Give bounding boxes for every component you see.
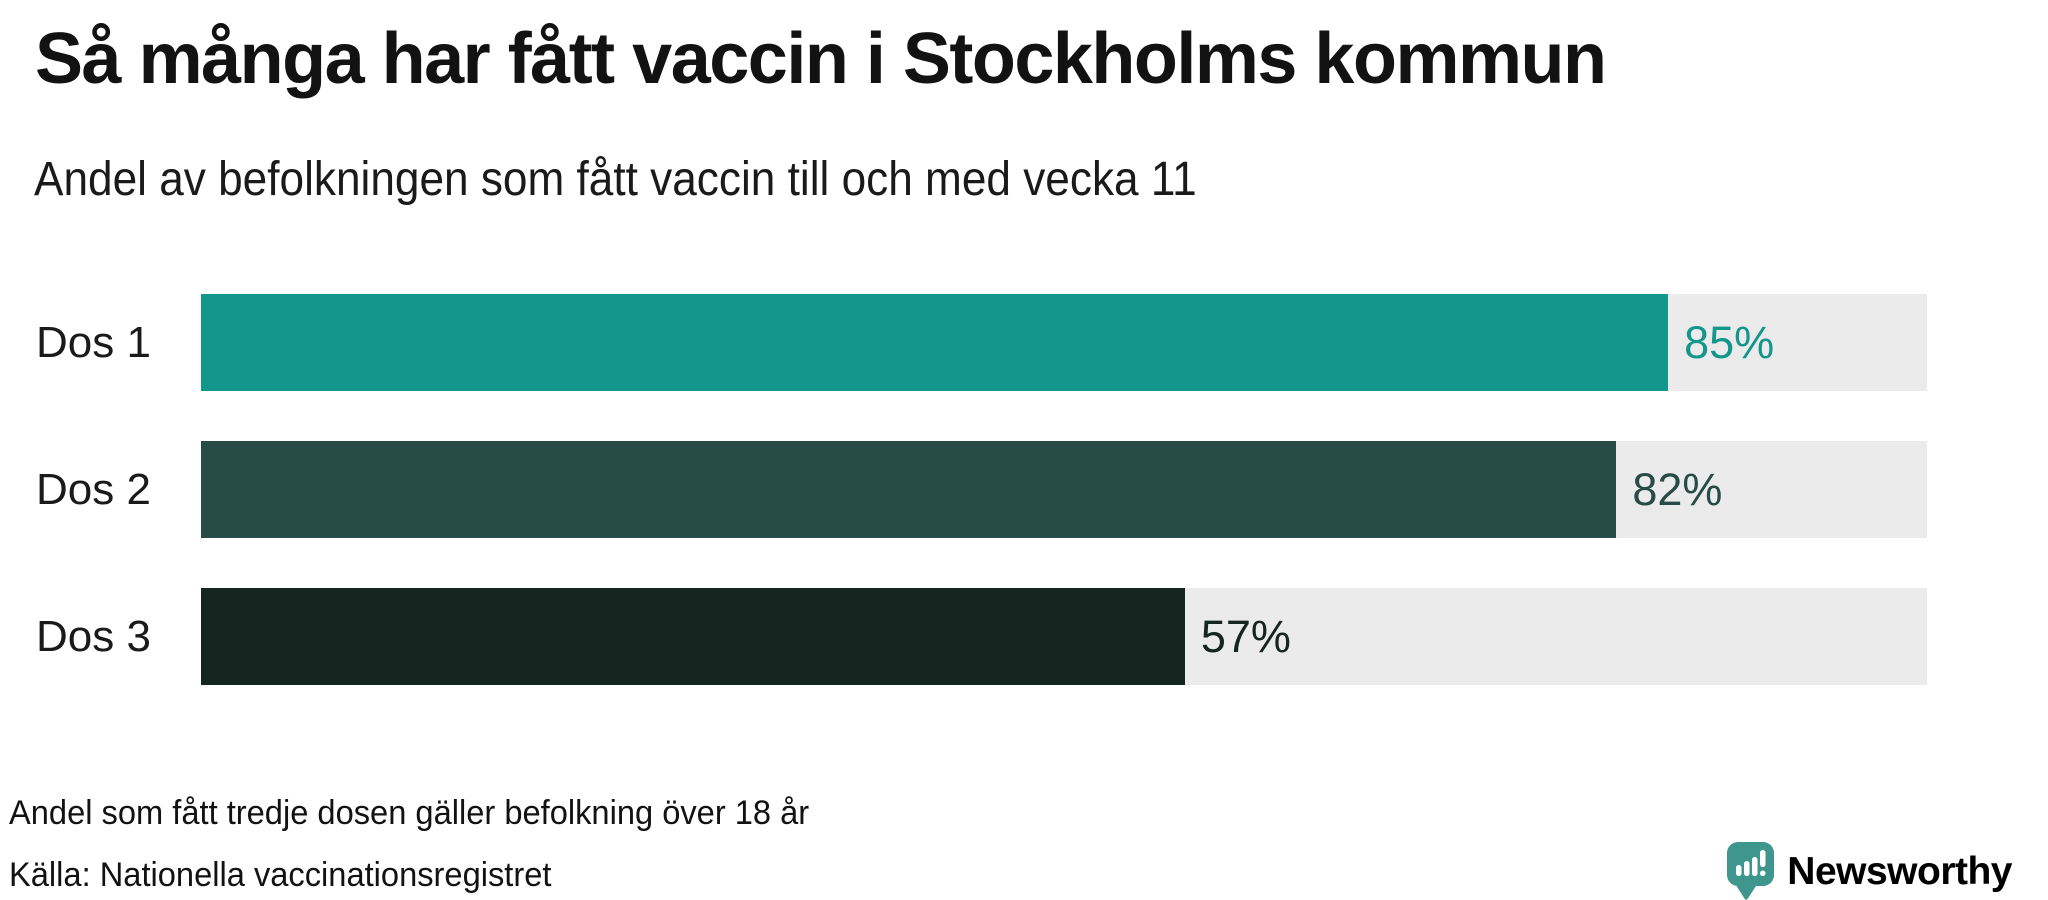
value-label: 57% xyxy=(1200,610,1291,662)
bar-fill xyxy=(201,294,1669,391)
bar-fill xyxy=(201,441,1617,538)
chart-row: Dos 1 85% xyxy=(0,294,2048,391)
chart-source: Källa: Nationella vaccinationsregistret xyxy=(9,856,552,894)
newsworthy-logo-text: Newsworthy xyxy=(1787,849,2012,893)
bar-chart: Dos 1 85% Dos 2 82% Dos 3 57% xyxy=(0,294,2048,735)
value-label: 82% xyxy=(1632,463,1723,515)
chart-footnote: Andel som fått tredje dosen gäller befol… xyxy=(9,794,810,832)
newsworthy-speech-bubble-chart-icon xyxy=(1727,842,1775,900)
bar-fill xyxy=(201,588,1185,685)
chart-row: Dos 3 57% xyxy=(0,588,2048,685)
chart-title: Så många har fått vaccin i Stockholms ko… xyxy=(35,19,1607,99)
newsworthy-logo: Newsworthy xyxy=(1727,842,2012,900)
bar-track: 85% xyxy=(201,294,1927,391)
chart-subtitle: Andel av befolkningen som fått vaccin ti… xyxy=(34,153,1197,206)
category-label: Dos 2 xyxy=(36,464,151,514)
chart-row: Dos 2 82% xyxy=(0,441,2048,538)
bar-track: 82% xyxy=(201,441,1927,538)
bar-track: 57% xyxy=(201,588,1927,685)
value-label: 85% xyxy=(1684,316,1775,368)
category-label: Dos 1 xyxy=(36,317,151,367)
category-label: Dos 3 xyxy=(36,611,151,661)
